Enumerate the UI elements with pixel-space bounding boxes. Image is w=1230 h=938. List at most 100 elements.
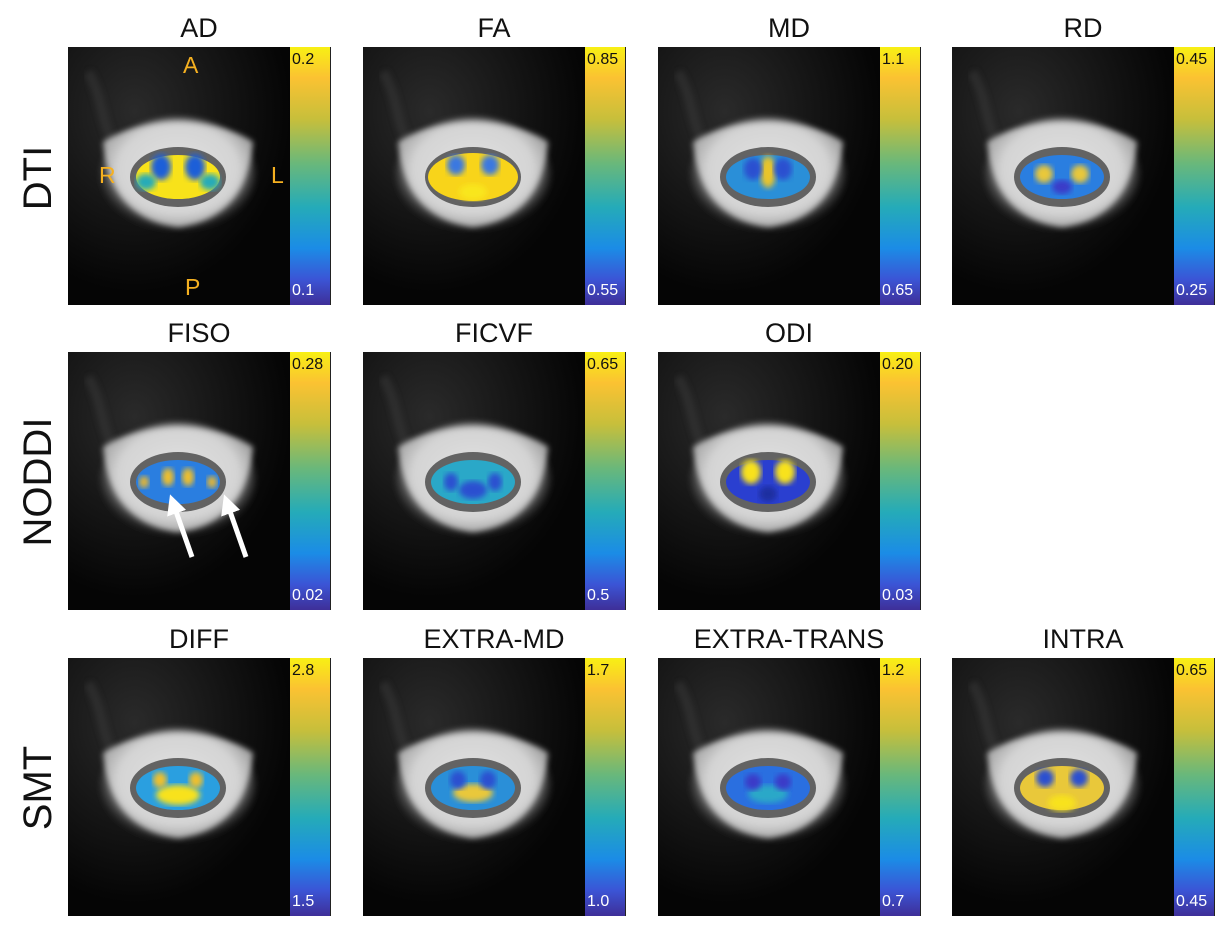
orientation-anterior: A [183,52,199,78]
signal-region [1071,165,1089,183]
panel-title: EXTRA-MD [423,624,565,654]
colorbar-max: 0.20 [882,356,914,373]
signal-region [745,774,761,790]
orientation-posterior: P [185,274,201,300]
signal-region [760,156,776,188]
signal-region [480,771,496,789]
signal-region [1052,180,1072,194]
signal-region [459,481,487,499]
mri-slice [363,658,585,916]
signal-region [200,174,220,190]
arrow-left [167,494,195,558]
colorbar-max: 0.2 [292,51,315,68]
signal-region [1070,769,1088,787]
signal-region [162,468,174,486]
signal-region [1036,769,1054,787]
signal-region [207,476,217,488]
colorbar-max: 0.65 [587,356,619,373]
signal-region [1035,165,1053,183]
colorbar-min: 1.0 [587,893,610,910]
signal-region [748,785,788,803]
colorbar: 0.28 0.02 [290,352,331,610]
colorbar: 0.85 0.55 [585,47,626,305]
signal-region [450,771,466,789]
mri-slice [68,352,290,610]
colorbar-max: 0.45 [1176,51,1208,68]
panel-title: EXTRA-TRANS [693,624,885,654]
colorbar-max: 1.2 [882,662,905,679]
arrow-right [221,494,249,558]
signal-region [189,772,203,788]
colorbar-min: 0.5 [587,587,610,604]
mri-slice [658,658,880,916]
signal-region [744,158,762,180]
mri-slice [658,352,880,610]
colorbar: 1.1 0.65 [880,47,921,305]
colorbar: 1.2 0.7 [880,658,921,916]
signal-region [775,774,791,790]
mri-slice [952,658,1174,916]
colorbar: 2.8 1.5 [290,658,331,916]
colorbar-max: 2.8 [292,662,315,679]
colorbar-min: 1.5 [292,893,315,910]
signal-region [182,468,194,486]
colorbar-max: 1.7 [587,662,610,679]
colorbar-max: 0.85 [587,51,619,68]
colorbar: 0.45 0.25 [1174,47,1215,305]
panel-title: FISO [167,318,231,348]
panel-title: RD [1063,13,1103,43]
colorbar-min: 0.55 [587,282,619,299]
signal-region [447,155,465,175]
colorbar-min: 0.45 [1176,893,1208,910]
colorbar-min: 0.03 [882,587,914,604]
panel-title: ODI [764,318,813,348]
signal-region [453,784,493,802]
signal-region [153,772,167,788]
signal-region [139,476,149,488]
signal-region [151,154,171,180]
orientation-right: R [99,162,116,188]
signal-region [185,154,205,180]
signal-region [488,473,502,491]
signal-region [775,460,795,484]
orientation-left: L [271,162,284,188]
colorbar: 0.65 0.5 [585,352,626,610]
panel-title: FA [477,13,511,43]
signal-region [136,174,156,190]
row-label-smt: SMT [16,745,60,831]
colorbar: 0.2 0.1 [290,47,331,305]
signal-region [481,155,499,175]
panel-title: INTRA [1042,624,1124,654]
signal-region [774,158,792,180]
panel-title: MD [768,13,810,43]
colorbar: 0.65 0.45 [1174,658,1215,916]
colorbar: 0.20 0.03 [880,352,921,610]
colorbar-max: 0.28 [292,356,324,373]
mri-slice [363,352,585,610]
mri-slice [68,658,290,916]
colorbar-min: 0.65 [882,282,914,299]
panel-title: FICVF [455,318,533,348]
colorbar-min: 0.25 [1176,282,1208,299]
signal-region [136,460,220,504]
colorbar-min: 0.02 [292,587,324,604]
colorbar-min: 0.7 [882,893,905,910]
colorbar: 1.7 1.0 [585,658,626,916]
signal-region [1048,795,1076,811]
signal-region [459,184,487,200]
signal-region [156,785,200,805]
mri-slice [952,47,1174,305]
row-label-noddi: NODDI [16,417,60,547]
colorbar-max: 1.1 [882,51,905,68]
colorbar-max: 0.65 [1176,662,1208,679]
signal-region [444,473,458,491]
signal-region [741,460,761,484]
row-label-dti: DTI [16,145,60,211]
signal-region [759,486,777,502]
mri-slice [658,47,880,305]
mri-slice [363,47,585,305]
panel-title: AD [180,13,218,43]
colorbar-min: 0.1 [292,282,315,299]
mri-slice [68,47,290,305]
panel-title: DIFF [169,624,229,654]
